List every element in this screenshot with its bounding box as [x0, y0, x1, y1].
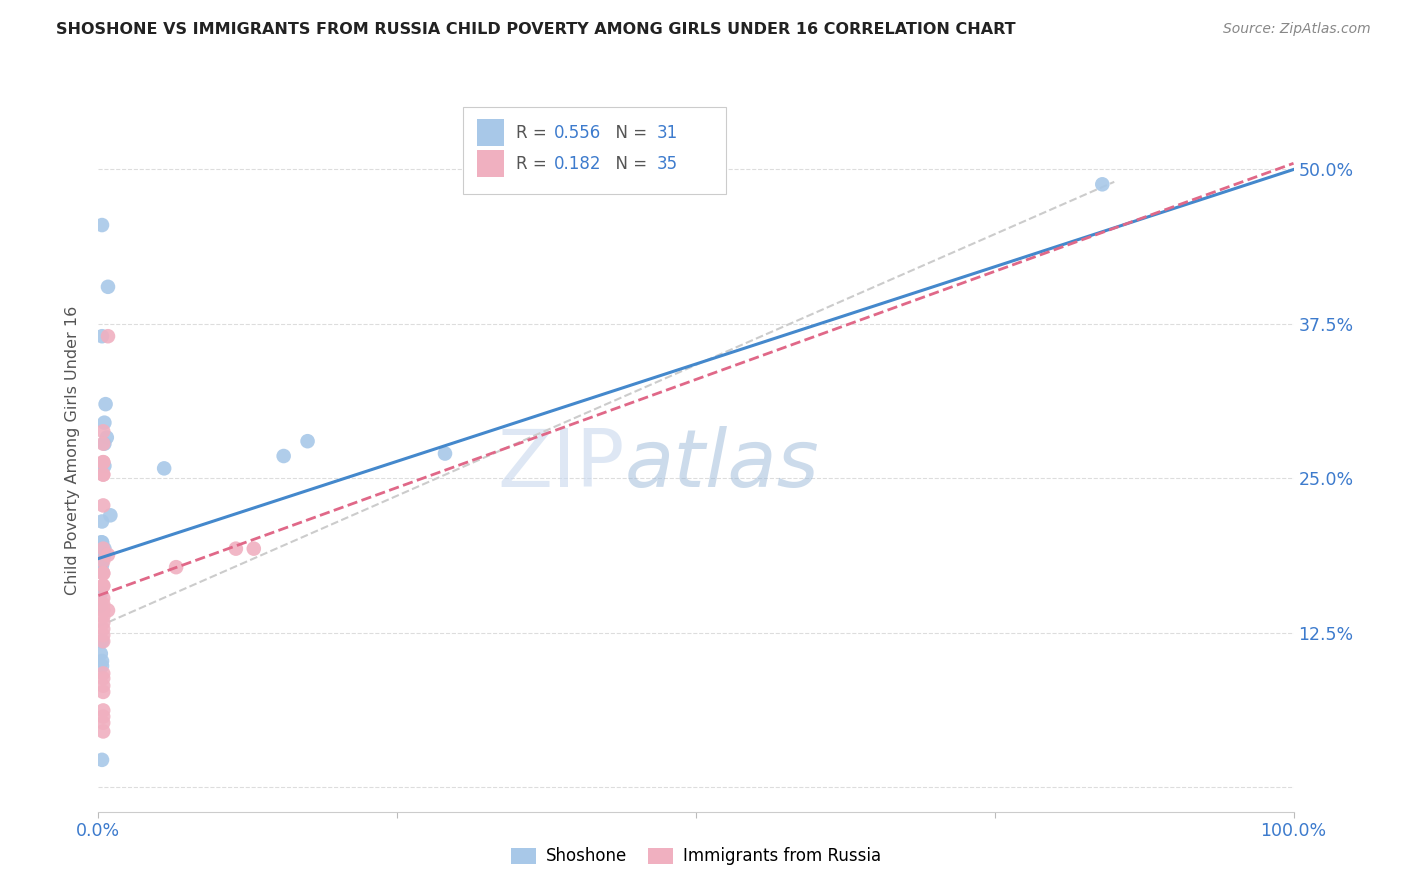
Point	[91, 535, 114, 549]
Point	[91, 671, 114, 685]
Point	[91, 609, 114, 624]
Text: ZIP: ZIP	[496, 425, 624, 504]
Point	[91, 679, 114, 693]
Point	[91, 541, 114, 556]
Text: Source: ZipAtlas.com: Source: ZipAtlas.com	[1223, 22, 1371, 37]
Point	[91, 622, 114, 636]
Point	[90, 599, 112, 613]
Point	[165, 560, 187, 574]
Point	[98, 508, 122, 523]
Text: 31: 31	[657, 124, 678, 142]
FancyBboxPatch shape	[477, 119, 503, 146]
FancyBboxPatch shape	[477, 150, 503, 178]
Point	[91, 654, 114, 668]
Point	[97, 603, 120, 617]
Point	[91, 218, 114, 232]
Point	[243, 541, 266, 556]
Y-axis label: Child Poverty Among Girls Under 16: Child Poverty Among Girls Under 16	[65, 306, 80, 595]
Point	[91, 564, 114, 578]
Text: 35: 35	[657, 154, 678, 173]
Point	[91, 628, 114, 642]
Point	[91, 685, 114, 699]
Point	[91, 615, 114, 630]
Point	[91, 329, 114, 343]
Point	[97, 280, 120, 294]
Point	[91, 753, 114, 767]
Point	[91, 455, 114, 469]
Point	[273, 449, 295, 463]
Legend: Shoshone, Immigrants from Russia: Shoshone, Immigrants from Russia	[505, 840, 887, 872]
Text: N =: N =	[605, 124, 652, 142]
Text: R =: R =	[516, 154, 551, 173]
Point	[91, 579, 114, 593]
Point	[91, 535, 114, 549]
Point	[90, 647, 112, 661]
Point	[91, 515, 114, 529]
Point	[91, 603, 114, 617]
Point	[91, 666, 114, 681]
Point	[91, 566, 114, 581]
Point	[90, 586, 112, 600]
Point	[91, 499, 114, 513]
Point	[91, 709, 114, 723]
Point	[91, 554, 114, 568]
Text: 0.556: 0.556	[554, 124, 600, 142]
Point	[91, 579, 114, 593]
Point	[91, 455, 114, 469]
Point	[94, 397, 117, 411]
Point	[225, 541, 247, 556]
Point	[91, 724, 114, 739]
Text: SHOSHONE VS IMMIGRANTS FROM RUSSIA CHILD POVERTY AMONG GIRLS UNDER 16 CORRELATIO: SHOSHONE VS IMMIGRANTS FROM RUSSIA CHILD…	[56, 22, 1017, 37]
Point	[97, 329, 120, 343]
Point	[97, 548, 120, 562]
Point	[153, 461, 176, 475]
Point	[434, 446, 457, 460]
Point	[93, 458, 115, 473]
Point	[91, 436, 114, 450]
Point	[91, 467, 114, 482]
Point	[91, 634, 114, 648]
Point	[91, 634, 114, 648]
Point	[91, 558, 114, 572]
Point	[93, 416, 115, 430]
Point	[96, 430, 118, 444]
Text: 0.182: 0.182	[554, 154, 602, 173]
Point	[91, 467, 114, 482]
Point	[93, 436, 115, 450]
Point	[90, 535, 112, 549]
Text: R =: R =	[516, 124, 551, 142]
Point	[1091, 178, 1114, 192]
Text: N =: N =	[605, 154, 652, 173]
Point	[93, 548, 115, 562]
Point	[91, 425, 114, 439]
Point	[91, 597, 114, 611]
FancyBboxPatch shape	[463, 107, 725, 194]
Point	[93, 541, 115, 556]
Point	[91, 659, 114, 673]
Point	[297, 434, 319, 449]
Point	[91, 591, 114, 605]
Text: atlas: atlas	[624, 425, 820, 504]
Point	[91, 703, 114, 717]
Point	[91, 566, 114, 581]
Point	[91, 554, 114, 568]
Point	[90, 560, 112, 574]
Point	[91, 715, 114, 730]
